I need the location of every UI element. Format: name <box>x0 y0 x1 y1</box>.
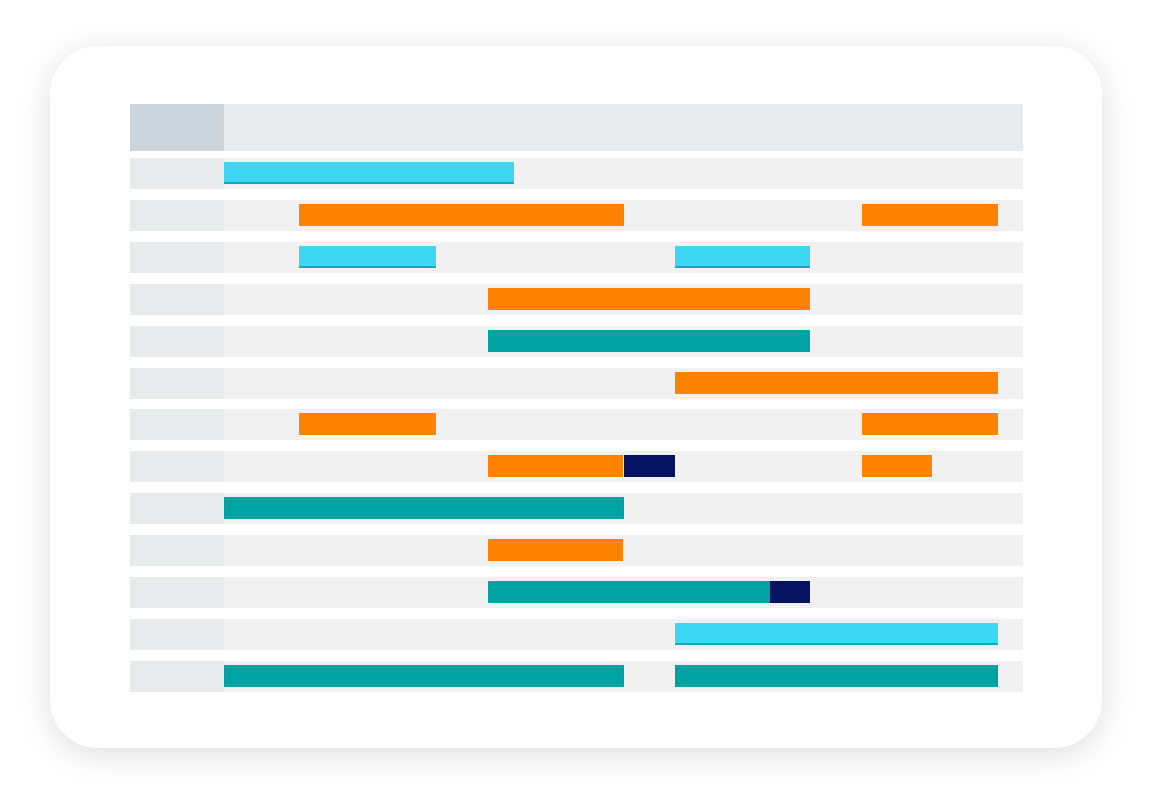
task-bar-teal[interactable] <box>487 330 811 352</box>
row-label-cell <box>130 326 224 357</box>
row-label-cell <box>130 451 224 482</box>
row-track <box>224 200 1023 231</box>
header-timeline <box>224 104 1023 151</box>
task-bar-teal[interactable] <box>224 665 624 687</box>
task-bar-orange[interactable] <box>299 204 625 226</box>
row-track <box>224 326 1023 357</box>
row-label-cell <box>130 368 224 399</box>
row-track <box>224 535 1023 566</box>
task-bar-orange[interactable] <box>487 288 811 310</box>
row-track <box>224 577 1023 608</box>
gantt-row <box>130 619 1023 650</box>
row-label-cell <box>130 577 224 608</box>
gantt-row <box>130 368 1023 399</box>
gantt-row <box>130 493 1023 524</box>
row-track <box>224 619 1023 650</box>
task-bar-light-blue[interactable] <box>224 162 515 184</box>
row-track <box>224 158 1023 189</box>
row-label-cell <box>130 619 224 650</box>
gantt-row <box>130 409 1023 440</box>
task-bar-orange[interactable] <box>675 372 999 394</box>
row-track <box>224 368 1023 399</box>
gantt-row <box>130 158 1023 189</box>
row-label-cell <box>130 242 224 273</box>
row-track <box>224 242 1023 273</box>
row-label-cell <box>130 661 224 692</box>
task-bar-teal[interactable] <box>675 665 999 687</box>
gantt-row <box>130 661 1023 692</box>
row-label-cell <box>130 493 224 524</box>
task-bar-navy[interactable] <box>769 581 811 603</box>
gantt-row <box>130 200 1023 231</box>
task-bar-orange[interactable] <box>299 413 436 435</box>
gantt-row <box>130 284 1023 315</box>
row-track <box>224 409 1023 440</box>
gantt-row <box>130 451 1023 482</box>
task-bar-light-blue[interactable] <box>299 246 436 268</box>
row-label-cell <box>130 284 224 315</box>
row-track <box>224 661 1023 692</box>
gantt-row <box>130 577 1023 608</box>
row-track <box>224 451 1023 482</box>
task-bar-orange[interactable] <box>862 413 999 435</box>
task-bar-navy[interactable] <box>623 455 676 477</box>
task-bar-orange[interactable] <box>862 455 932 477</box>
task-bar-teal[interactable] <box>224 497 624 519</box>
task-bar-orange[interactable] <box>862 204 999 226</box>
row-label-cell <box>130 158 224 189</box>
task-bar-light-blue[interactable] <box>675 623 999 645</box>
row-label-cell <box>130 535 224 566</box>
row-label-cell <box>130 200 224 231</box>
task-bar-orange[interactable] <box>487 539 624 561</box>
task-bar-orange[interactable] <box>487 455 624 477</box>
gantt-row <box>130 326 1023 357</box>
header-label-cell <box>130 104 224 151</box>
gantt-row <box>130 535 1023 566</box>
row-track <box>224 493 1023 524</box>
task-bar-teal[interactable] <box>487 581 770 603</box>
task-bar-light-blue[interactable] <box>675 246 811 268</box>
row-track <box>224 284 1023 315</box>
row-label-cell <box>130 409 224 440</box>
gantt-row <box>130 242 1023 273</box>
